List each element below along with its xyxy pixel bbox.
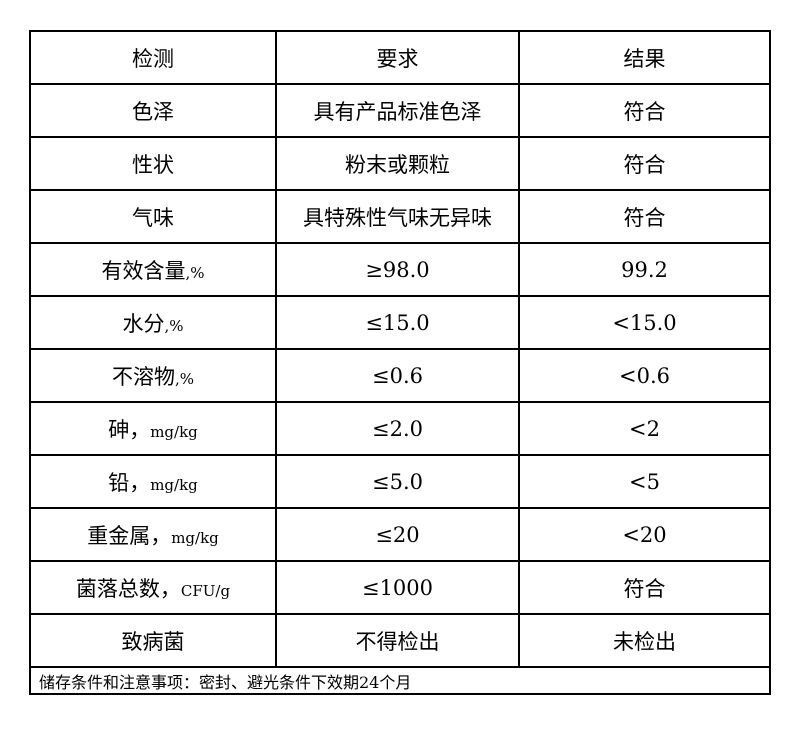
table-row: 性状 粉末或颗粒 符合 — [29, 136, 771, 191]
table-row: 气味 具特殊性气味无异味 符合 — [29, 189, 771, 244]
item-unit: mg/kg — [150, 475, 198, 494]
item-cell: 重金属，mg/kg — [29, 507, 277, 562]
item-cell: 气味 — [29, 189, 277, 244]
item-name: 色泽 — [132, 99, 174, 124]
requirement-cell: 具有产品标准色泽 — [275, 83, 520, 138]
requirement-cell: ≤1000 — [275, 560, 520, 615]
table-row: 重金属，mg/kg ≤20 <20 — [29, 507, 771, 562]
storage-note: 储存条件和注意事项：密封、避光条件下效期24个月 — [29, 666, 771, 695]
table-row: 砷，mg/kg ≤2.0 <2 — [29, 401, 771, 456]
header-cell: 要求 — [275, 30, 520, 85]
table-header-row: 检测 要求 结果 — [29, 30, 771, 85]
result-cell: 符合 — [518, 189, 771, 244]
requirement-cell: ≤5.0 — [275, 454, 520, 509]
result-cell: 未检出 — [518, 613, 771, 668]
item-name: 不溶物 — [111, 364, 175, 389]
result-cell: 符合 — [518, 560, 771, 615]
result-cell: <15.0 — [518, 295, 771, 350]
item-unit: mg/kg — [150, 422, 198, 441]
footer-row: 储存条件和注意事项：密封、避光条件下效期24个月 — [29, 666, 771, 695]
requirement-cell: ≤0.6 — [275, 348, 520, 403]
table-row: 色泽 具有产品标准色泽 符合 — [29, 83, 771, 138]
table-row: 水分,% ≤15.0 <15.0 — [29, 295, 771, 350]
requirement-cell: ≤2.0 — [275, 401, 520, 456]
item-unit: mg/kg — [171, 528, 219, 547]
table-row: 不溶物,% ≤0.6 <0.6 — [29, 348, 771, 403]
result-cell: <20 — [518, 507, 771, 562]
table-row: 致病菌 不得检出 未检出 — [29, 613, 771, 668]
requirement-cell: ≥98.0 — [275, 242, 520, 297]
item-cell: 不溶物,% — [29, 348, 277, 403]
item-name: 气味 — [132, 205, 174, 230]
item-unit: ,% — [185, 263, 205, 282]
inspection-table: 检测 要求 结果 色泽 具有产品标准色泽 符合 性状 粉末或颗粒 符合 气味 具特殊… — [29, 30, 771, 695]
item-cell: 铅，mg/kg — [29, 454, 277, 509]
table-row: 菌落总数，CFU/g ≤1000 符合 — [29, 560, 771, 615]
item-cell: 砷，mg/kg — [29, 401, 277, 456]
requirement-cell: 粉末或颗粒 — [275, 136, 520, 191]
result-cell: 符合 — [518, 136, 771, 191]
requirement-cell: ≤20 — [275, 507, 520, 562]
item-cell: 菌落总数，CFU/g — [29, 560, 277, 615]
item-name: 砷， — [108, 417, 151, 442]
result-cell: <0.6 — [518, 348, 771, 403]
table-row: 有效含量,% ≥98.0 99.2 — [29, 242, 771, 297]
result-cell: 符合 — [518, 83, 771, 138]
item-cell: 水分,% — [29, 295, 277, 350]
item-name: 有效含量 — [101, 258, 186, 283]
item-cell: 致病菌 — [29, 613, 277, 668]
result-cell: 99.2 — [518, 242, 771, 297]
item-name: 铅， — [108, 470, 151, 495]
header-cell: 结果 — [518, 30, 771, 85]
item-cell: 性状 — [29, 136, 277, 191]
requirement-cell: 具特殊性气味无异味 — [275, 189, 520, 244]
requirement-cell: 不得检出 — [275, 613, 520, 668]
table-row: 铅，mg/kg ≤5.0 <5 — [29, 454, 771, 509]
item-unit: ,% — [174, 369, 195, 388]
item-name: 重金属， — [87, 523, 172, 548]
item-name: 性状 — [132, 152, 174, 177]
result-cell: <2 — [518, 401, 771, 456]
item-cell: 有效含量,% — [29, 242, 277, 297]
item-unit: CFU/g — [180, 581, 231, 600]
header-cell: 检测 — [29, 30, 277, 85]
item-name: 致病菌 — [121, 629, 185, 654]
requirement-cell: ≤15.0 — [275, 295, 520, 350]
item-unit: ,% — [164, 316, 184, 335]
item-cell: 色泽 — [29, 83, 277, 138]
item-name: 菌落总数， — [75, 576, 181, 601]
result-cell: <5 — [518, 454, 771, 509]
item-name: 水分 — [122, 311, 165, 336]
